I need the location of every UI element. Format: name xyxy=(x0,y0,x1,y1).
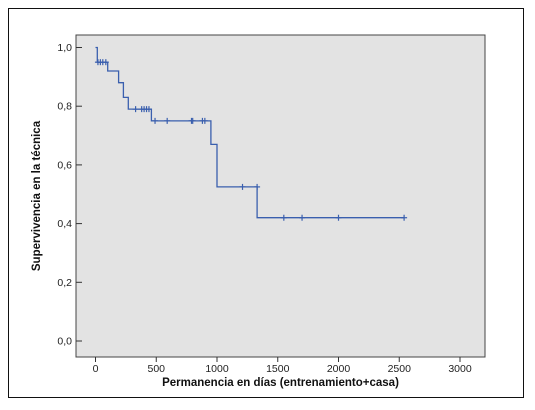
censor-mark xyxy=(239,183,246,190)
y-tick-label: 1,0 xyxy=(57,42,72,54)
series-group xyxy=(94,46,408,221)
censor-mark xyxy=(254,183,261,190)
x-tick-label: 0 xyxy=(93,363,99,375)
ticks: 0,0 0,2 0,4 0,6 0,8 1,0 0 500 1000 1500 2000 2500 30… xyxy=(57,42,471,375)
censor-mark xyxy=(152,117,159,124)
y-tick-label: 0,0 xyxy=(57,336,72,348)
y-tick-label: 0,4 xyxy=(57,218,72,230)
x-tick-label: 3000 xyxy=(448,363,472,375)
censor-mark xyxy=(132,106,139,113)
plot-area xyxy=(75,34,486,358)
x-tick-label: 1500 xyxy=(266,363,290,375)
censor-mark xyxy=(164,117,171,124)
y-tick-label: 0,6 xyxy=(57,159,72,171)
censor-mark xyxy=(189,117,196,124)
censor-mark xyxy=(201,117,208,124)
x-tick-label: 2500 xyxy=(388,363,412,375)
x-axis-label: Permanencia en días (entrenamiento+casa) xyxy=(162,377,399,389)
x-tick-label: 1000 xyxy=(205,363,229,375)
censor-mark xyxy=(335,214,342,221)
x-tick-label: 500 xyxy=(147,363,165,375)
censor-mark xyxy=(280,214,287,221)
y-tick-label: 0,2 xyxy=(57,277,72,289)
survival-step-line xyxy=(95,46,405,219)
y-axis-label: Supervivencia en la técnica xyxy=(31,120,43,271)
censor-mark xyxy=(401,214,408,221)
censor-mark xyxy=(102,59,109,66)
y-tick-label: 0,8 xyxy=(57,101,72,113)
x-tick-label: 2000 xyxy=(327,363,351,375)
censor-mark xyxy=(299,214,306,221)
censor-mark xyxy=(145,106,152,113)
